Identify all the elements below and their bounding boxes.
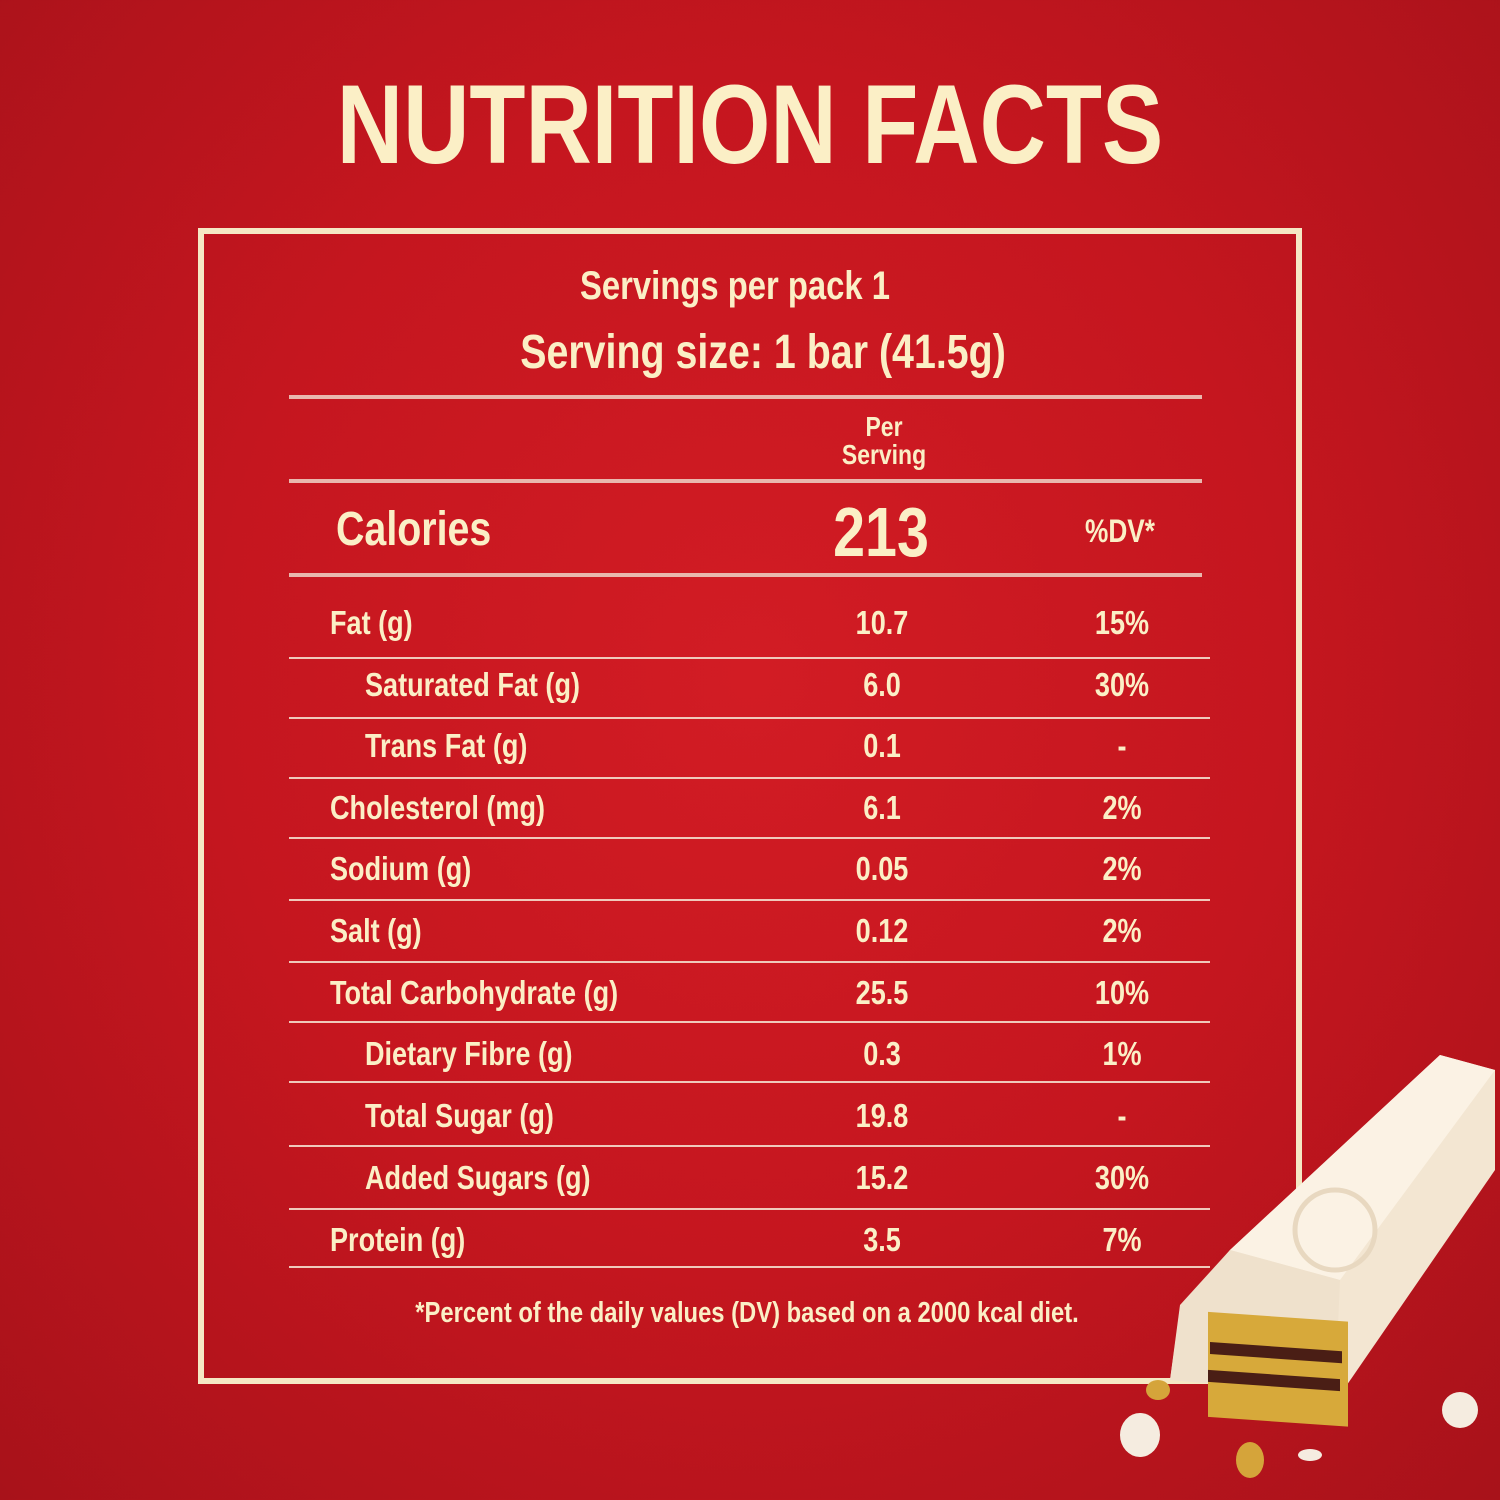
nutrient-label: Cholesterol (mg)	[330, 789, 545, 826]
dv-header: %DV*	[1085, 513, 1155, 549]
nutrient-value: 19.8	[855, 1097, 909, 1134]
nutrient-row: Protein (g) 3.5 7%	[0, 1210, 1500, 1270]
row-divider	[289, 961, 1210, 963]
nutrient-value: 25.5	[855, 974, 909, 1011]
footnote: *Percent of the daily values (DV) based …	[415, 1297, 1079, 1329]
nutrient-row: Sodium (g) 0.05 2%	[0, 839, 1500, 899]
nutrient-dv: 10%	[1094, 974, 1150, 1011]
nutrient-label: Protein (g)	[330, 1221, 466, 1258]
nutrient-dv: 30%	[1094, 666, 1150, 703]
row-divider	[289, 777, 1210, 779]
nutrient-label: Saturated Fat (g)	[365, 666, 580, 703]
white-wafer-bar-image	[1120, 1055, 1495, 1478]
nutrient-dv: 2%	[1102, 912, 1142, 949]
nutrient-dv: 2%	[1102, 850, 1142, 887]
row-divider	[289, 1208, 1210, 1210]
nutrient-value: 3.5	[863, 1221, 901, 1258]
nutrient-value: 10.7	[855, 604, 909, 641]
nutrient-row: Added Sugars (g) 15.2 30%	[0, 1148, 1500, 1208]
nutrient-label: Total Sugar (g)	[365, 1097, 554, 1134]
calories-value: 213	[833, 493, 929, 571]
row-divider	[289, 837, 1210, 839]
nutrient-label: Total Carbohydrate (g)	[330, 974, 619, 1011]
row-divider	[289, 1145, 1210, 1147]
divider	[289, 479, 1202, 483]
nutrient-value: 0.12	[855, 912, 909, 949]
serving-size: Serving size: 1 bar (41.5g)	[520, 326, 1006, 379]
nutrient-label: Salt (g)	[330, 912, 422, 949]
nutrient-label: Fat (g)	[330, 604, 413, 641]
nutrient-value: 6.0	[863, 666, 901, 703]
nutrient-row: Salt (g) 0.12 2%	[0, 901, 1500, 961]
nutrient-dv: 30%	[1094, 1159, 1150, 1196]
servings-per-pack: Servings per pack 1	[580, 264, 890, 308]
row-divider	[289, 899, 1210, 901]
nutrient-label: Dietary Fibre (g)	[365, 1035, 573, 1072]
divider	[289, 573, 1202, 577]
nutrition-panel	[198, 228, 1302, 1384]
divider	[289, 395, 1202, 399]
nutrient-label: Added Sugars (g)	[365, 1159, 591, 1196]
row-divider	[289, 1081, 1210, 1083]
row-divider	[289, 717, 1210, 719]
calories-label: Calories	[336, 503, 492, 556]
nutrient-row: Total Sugar (g) 19.8 -	[0, 1086, 1500, 1146]
nutrient-label: Sodium (g)	[330, 850, 472, 887]
nutrient-dv: 15%	[1094, 604, 1150, 641]
nutrient-value: 0.05	[855, 850, 909, 887]
nutrient-row: Dietary Fibre (g) 0.3 1%	[0, 1024, 1500, 1084]
nutrient-row: Fat (g) 10.7 15%	[0, 593, 1500, 653]
nutrient-row: Saturated Fat (g) 6.0 30%	[0, 655, 1500, 715]
nutrient-dv: 1%	[1102, 1035, 1142, 1072]
nutrient-dv: 7%	[1102, 1221, 1142, 1258]
nutrient-dv: -	[1117, 1097, 1127, 1134]
per-serving-header: Per	[865, 411, 903, 442]
nutrient-label: Trans Fat (g)	[365, 727, 528, 764]
row-divider	[289, 1266, 1210, 1268]
row-divider	[289, 1021, 1210, 1023]
nutrient-row: Trans Fat (g) 0.1 -	[0, 716, 1500, 776]
page-title: NUTRITION FACTS	[336, 62, 1164, 187]
nutrient-dv: 2%	[1102, 789, 1142, 826]
nutrient-row: Cholesterol (mg) 6.1 2%	[0, 778, 1500, 838]
nutrient-value: 6.1	[863, 789, 901, 826]
per-serving-header-2: Serving	[841, 439, 927, 470]
row-divider	[289, 657, 1210, 659]
nutrient-value: 0.1	[863, 727, 901, 764]
nutrient-dv: -	[1117, 727, 1127, 764]
nutrient-row: Total Carbohydrate (g) 25.5 10%	[0, 963, 1500, 1023]
nutrient-value: 0.3	[863, 1035, 901, 1072]
nutrient-value: 15.2	[855, 1159, 909, 1196]
